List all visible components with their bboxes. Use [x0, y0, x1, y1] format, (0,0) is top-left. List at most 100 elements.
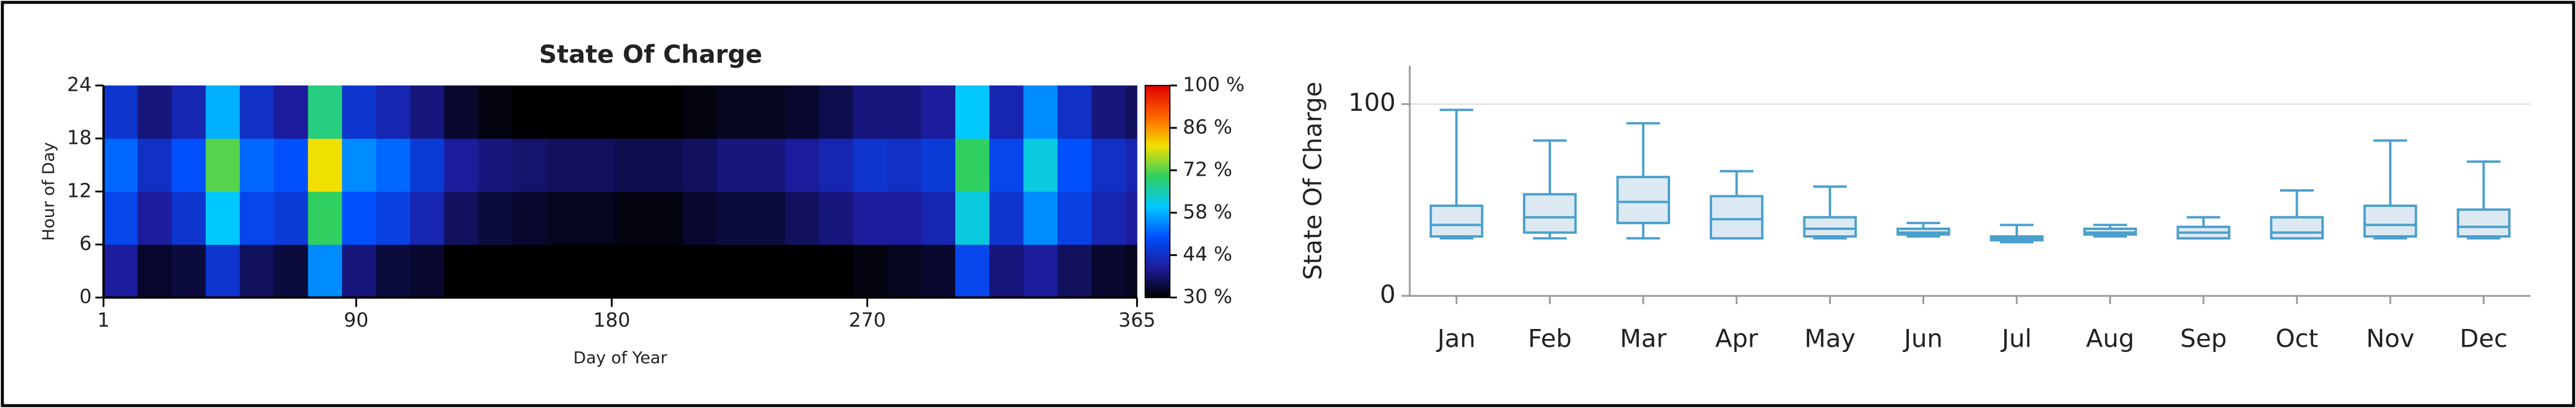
- x-tick-label: 180: [593, 308, 631, 331]
- heat-cell: [444, 138, 479, 192]
- heat-cell: [955, 191, 990, 245]
- colorbar-label: 72 %: [1183, 157, 1232, 180]
- heat-cell: [273, 85, 309, 139]
- heat-cell: [784, 191, 820, 245]
- heat-cell: [1057, 191, 1092, 245]
- heat-cell: [1091, 138, 1126, 192]
- x-tick-label: 365: [1119, 308, 1156, 331]
- heat-cell: [989, 138, 1024, 192]
- heat-cell: [171, 138, 206, 192]
- y-tick-label: 6: [80, 232, 92, 255]
- x-tick-label: Feb: [1528, 324, 1572, 353]
- colorbar-label: 44 %: [1183, 242, 1232, 265]
- x-tick-label: 1: [97, 308, 110, 331]
- heat-cell: [308, 191, 342, 245]
- colorbar-label: 58 %: [1183, 200, 1232, 223]
- heat-cell: [1023, 191, 1058, 245]
- heat-cell: [614, 138, 649, 192]
- heat-cell: [376, 244, 411, 298]
- heat-cell: [546, 138, 581, 192]
- heat-cell: [682, 138, 717, 192]
- heat-cell: [478, 85, 513, 139]
- heat-cell: [784, 244, 820, 298]
- box: [1429, 204, 1483, 238]
- heat-cell: [137, 138, 172, 192]
- heat-cell: [853, 244, 888, 298]
- heat-cell: [103, 85, 138, 139]
- heat-cell: [239, 138, 275, 192]
- heat-cell: [546, 244, 581, 298]
- heat-cell: [614, 244, 649, 298]
- heat-cell: [784, 85, 820, 139]
- heat-cell: [512, 191, 547, 245]
- heat-cell: [546, 191, 581, 245]
- colorbar-label: 30 %: [1183, 285, 1232, 308]
- heat-cell: [819, 138, 854, 192]
- x-axis-label: Day of Year: [573, 348, 668, 367]
- heat-cell: [444, 191, 479, 245]
- heat-cell: [103, 191, 138, 245]
- heat-cell: [819, 191, 854, 245]
- heat-cell: [717, 244, 751, 298]
- heat-cell: [1091, 244, 1126, 298]
- heat-cell: [751, 191, 786, 245]
- x-tick-label: Nov: [2366, 324, 2415, 353]
- heat-cell: [751, 138, 786, 192]
- heat-cell: [308, 85, 342, 139]
- heat-cell: [1023, 244, 1058, 298]
- heat-cell: [819, 85, 854, 139]
- heat-cell: [751, 85, 786, 139]
- heat-cell: [989, 244, 1024, 298]
- heat-cell: [1126, 191, 1137, 245]
- x-tick-label: Apr: [1715, 324, 1758, 353]
- heat-cell: [273, 138, 309, 192]
- heat-cell: [853, 191, 888, 245]
- heat-cell: [512, 244, 547, 298]
- x-tick-label: May: [1805, 324, 1856, 353]
- heat-cell: [921, 244, 956, 298]
- heat-cell: [682, 191, 717, 245]
- y-tick-label: 0: [1380, 279, 1396, 308]
- heat-cell: [921, 85, 956, 139]
- heat-cell: [342, 244, 377, 298]
- heat-cell: [819, 244, 854, 298]
- heat-cell: [1023, 85, 1058, 139]
- heat-cell: [103, 244, 138, 298]
- heat-cell: [580, 85, 615, 139]
- heat-cell: [376, 138, 411, 192]
- colorbar: [1144, 84, 1171, 298]
- heat-cell: [853, 138, 888, 192]
- heat-cell: [376, 191, 411, 245]
- heat-cell: [580, 138, 615, 192]
- heat-cell: [717, 191, 751, 245]
- box: [1616, 176, 1670, 225]
- heat-cell: [342, 191, 377, 245]
- heat-cell: [614, 191, 649, 245]
- heat-cell: [546, 85, 581, 139]
- colorbar-label: 86 %: [1183, 115, 1232, 138]
- heat-cell: [410, 191, 445, 245]
- heat-cell: [784, 138, 820, 192]
- heat-cell: [512, 85, 547, 139]
- heat-cell: [648, 138, 683, 192]
- y-axis-label: State Of Charge: [1298, 81, 1327, 279]
- box: [2363, 204, 2417, 238]
- x-tick-label: 90: [344, 308, 368, 331]
- heat-cell: [478, 244, 513, 298]
- heat-cell: [206, 191, 240, 245]
- box: [1523, 193, 1577, 234]
- heat-cell: [444, 244, 479, 298]
- box: [1803, 216, 1857, 238]
- heat-cell: [614, 85, 649, 139]
- heat-cell: [955, 244, 990, 298]
- x-tick-label: Jan: [1436, 324, 1476, 353]
- heat-cell: [887, 191, 922, 245]
- heat-cell: [137, 85, 172, 139]
- heat-cell: [137, 191, 172, 245]
- heat-cell: [1091, 85, 1126, 139]
- heat-cell: [103, 138, 138, 192]
- y-tick-label: 100: [1348, 88, 1396, 117]
- heat-cell: [648, 191, 683, 245]
- heat-cell: [239, 191, 275, 245]
- heat-cell: [1023, 138, 1058, 192]
